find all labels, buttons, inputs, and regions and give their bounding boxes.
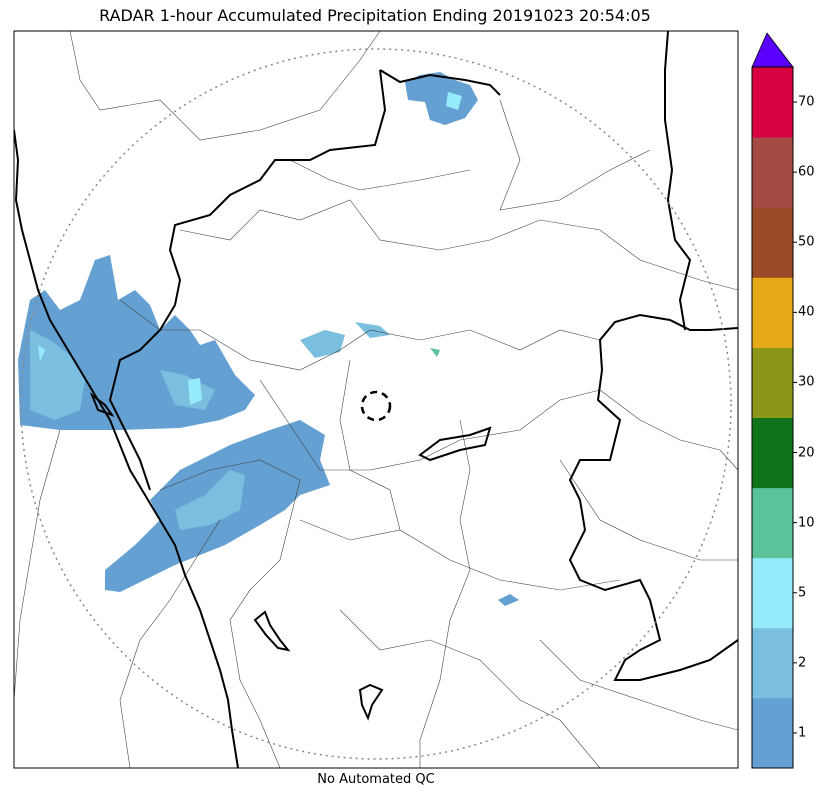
map-frame — [13, 30, 739, 769]
precip-area-southwest-light — [175, 470, 245, 530]
colorbar-frame — [751, 66, 794, 769]
precip-core-north — [446, 92, 462, 110]
map-title: RADAR 1-hour Accumulated Precipitation E… — [99, 6, 651, 25]
precip-cell-southeast — [498, 594, 519, 606]
precipitation-layer — [18, 72, 519, 606]
colorbar-tick-label: 2 — [798, 655, 807, 671]
district-boundaries — [14, 31, 738, 768]
colorbar-segment — [752, 557, 793, 629]
colorbar-segment — [752, 207, 793, 278]
enclave-southwest — [253, 610, 291, 652]
state-border-north — [379, 69, 501, 96]
colorbar-segment — [752, 67, 793, 138]
state-border-east — [568, 313, 738, 681]
colorbar-segment — [752, 277, 793, 348]
colorbar-segment — [752, 347, 793, 418]
colorbar-segment — [752, 627, 793, 699]
state-border-northwest — [108, 69, 387, 491]
colorbar-tick-label: 70 — [798, 94, 815, 110]
colorbar-segment — [752, 697, 793, 769]
state-boundaries — [14, 31, 738, 768]
colorbar-segment — [752, 417, 793, 489]
qc-note: No Automated QC — [317, 772, 435, 787]
precip-area-north-cell — [405, 72, 478, 125]
colorbar-tick-label: 50 — [798, 234, 815, 250]
coastline-west — [14, 129, 239, 768]
colorbar-tick-label: 30 — [798, 374, 815, 390]
colorbar-segment — [752, 487, 793, 559]
state-border-northeast — [664, 31, 692, 331]
colorbar-tick-label: 10 — [798, 515, 815, 531]
radar-range-ring — [20, 48, 732, 760]
colorbar-tick-label: 60 — [798, 164, 815, 180]
precip-cell-east — [430, 348, 440, 357]
colorbar-tick-label: 1 — [798, 725, 807, 741]
coastline-island-west — [89, 391, 115, 417]
enclave-south — [358, 683, 384, 721]
precip-area-west-light — [30, 330, 215, 420]
colorbar-extend-arrow — [751, 32, 794, 68]
colorbar-tick-label: 20 — [798, 445, 815, 461]
colorbar — [752, 67, 797, 769]
precip-cell-central — [300, 322, 390, 358]
radar-site-marker — [360, 390, 392, 422]
colorbar-tick-label: 5 — [798, 585, 807, 601]
enclave-central — [418, 426, 492, 462]
colorbar-segment — [752, 137, 793, 208]
colorbar-tick-label: 40 — [798, 304, 815, 320]
